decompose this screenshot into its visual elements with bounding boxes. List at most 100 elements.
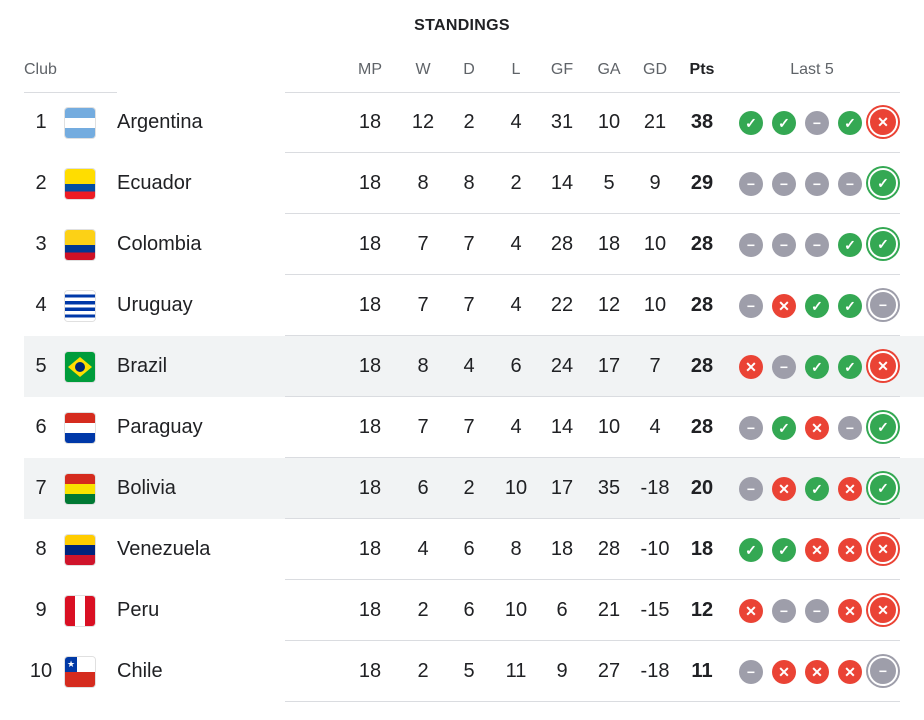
d-value: 6 (463, 599, 475, 621)
result-check-icon[interactable]: ✓ (772, 416, 796, 440)
club-name[interactable]: Ecuador (117, 172, 192, 194)
result-x-icon[interactable]: ✕ (838, 599, 862, 623)
gd-value: 10 (643, 233, 667, 255)
result-x-icon[interactable]: ✕ (739, 599, 763, 623)
divider (24, 92, 117, 93)
result-check-icon[interactable]: ✓ (772, 538, 796, 562)
result-minus-icon[interactable]: − (838, 416, 862, 440)
result-check-icon[interactable]: ✓ (868, 229, 898, 259)
result-x-icon[interactable]: ✕ (739, 355, 763, 379)
result-minus-icon[interactable]: − (739, 416, 763, 440)
result-minus-icon[interactable]: − (772, 599, 796, 623)
mp-value: 18 (358, 294, 382, 316)
result-minus-icon[interactable]: − (805, 172, 829, 196)
table-row[interactable]: 3 Colombia 18 7 7 4 28 18 10 28− − − ✓ ✓ (24, 214, 924, 275)
result-check-icon[interactable]: ✓ (838, 355, 862, 379)
club-name[interactable]: Uruguay (117, 294, 193, 316)
table-row[interactable]: 5 Brazil 18 8 4 6 24 17 7 28 ✕ − ✓ ✓ ✕ (24, 336, 924, 397)
divider (285, 152, 900, 153)
result-x-icon[interactable]: ✕ (805, 538, 829, 562)
club-name[interactable]: Paraguay (117, 416, 203, 438)
rank: 2 (35, 172, 47, 194)
club-name[interactable]: Chile (117, 660, 163, 682)
club-name[interactable]: Colombia (117, 233, 202, 255)
result-x-icon[interactable]: ✕ (838, 660, 862, 684)
club-name[interactable]: Peru (117, 599, 160, 621)
result-check-icon[interactable]: ✓ (772, 111, 796, 135)
mp-value: 18 (358, 416, 382, 438)
result-x-icon[interactable]: ✕ (805, 416, 829, 440)
table-row[interactable]: 9 Peru 18 2 6 10 6 21 -15 12 ✕ − − ✕ ✕ (24, 580, 924, 641)
gf-value: 9 (556, 660, 568, 682)
result-x-icon[interactable]: ✕ (838, 538, 862, 562)
result-check-icon[interactable]: ✓ (739, 111, 763, 135)
result-check-icon[interactable]: ✓ (805, 294, 829, 318)
result-minus-icon[interactable]: − (739, 233, 763, 257)
pts-value: 11 (691, 660, 713, 682)
result-minus-icon[interactable]: − (739, 172, 763, 196)
result-x-icon[interactable]: ✕ (838, 477, 862, 501)
club-name[interactable]: Bolivia (117, 477, 176, 499)
w-value: 4 (417, 538, 429, 560)
result-check-icon[interactable]: ✓ (805, 355, 829, 379)
divider (285, 640, 900, 641)
result-check-icon[interactable]: ✓ (838, 233, 862, 257)
result-x-icon[interactable]: ✕ (868, 534, 898, 564)
result-minus-icon[interactable]: − (739, 294, 763, 318)
pts-value: 28 (690, 294, 714, 316)
l-value: 4 (510, 111, 522, 133)
result-minus-icon[interactable]: − (772, 172, 796, 196)
result-x-icon[interactable]: ✕ (772, 477, 796, 501)
club-name[interactable]: Brazil (117, 355, 168, 377)
l-value: 6 (510, 355, 522, 377)
ga-value: 18 (597, 233, 621, 255)
header-gf: GF (550, 61, 574, 78)
result-x-icon[interactable]: ✕ (772, 660, 796, 684)
result-check-icon[interactable]: ✓ (838, 294, 862, 318)
result-check-icon[interactable]: ✓ (805, 477, 829, 501)
result-x-icon[interactable]: ✕ (805, 660, 829, 684)
result-x-icon[interactable]: ✕ (772, 294, 796, 318)
gd-value: 10 (643, 294, 667, 316)
result-minus-icon[interactable]: − (739, 660, 763, 684)
pts-value: 18 (690, 538, 714, 560)
result-check-icon[interactable]: ✓ (739, 538, 763, 562)
result-minus-icon[interactable]: − (868, 290, 898, 320)
result-minus-icon[interactable]: − (868, 656, 898, 686)
result-x-icon[interactable]: ✕ (868, 107, 898, 137)
table-row[interactable]: 1 Argentina 18 12 2 4 31 10 21 38 ✓ ✓ − ✓ ✕ (24, 92, 924, 153)
result-minus-icon[interactable]: − (838, 172, 862, 196)
result-check-icon[interactable]: ✓ (868, 473, 898, 503)
result-minus-icon[interactable]: − (805, 111, 829, 135)
mp-value: 18 (358, 599, 382, 621)
flag-bolivia-icon (65, 474, 95, 504)
result-minus-icon[interactable]: − (805, 233, 829, 257)
mp-value: 18 (358, 111, 382, 133)
gd-value: -15 (640, 599, 670, 621)
table-row[interactable]: 2 Ecuador 18 8 8 2 14 5 9 29− − − − ✓ (24, 153, 924, 214)
table-row[interactable]: 4 Uruguay 18 7 7 4 22 12 10 28− ✕ ✓ ✓ − (24, 275, 924, 336)
header-last5: Last 5 (790, 61, 834, 78)
divider (285, 701, 900, 702)
club-name[interactable]: Argentina (117, 111, 203, 133)
result-x-icon[interactable]: ✕ (868, 351, 898, 381)
table-row[interactable]: 8 Venezuela 18 4 6 8 18 28 -10 18 ✓ ✓ ✕ ✕ ✕ (24, 519, 924, 580)
club-name[interactable]: Venezuela (117, 538, 211, 560)
result-minus-icon[interactable]: − (739, 477, 763, 501)
result-check-icon[interactable]: ✓ (868, 168, 898, 198)
table-row[interactable]: 7 Bolivia 18 6 2 10 17 35 -18 20− ✕ ✓ ✕ ✓ (24, 458, 924, 519)
table-row[interactable]: 6 Paraguay 18 7 7 4 14 10 4 28− ✓ ✕ − ✓ (24, 397, 924, 458)
table-row[interactable]: 10 ★ Chile 18 2 5 11 9 27 -18 11− ✕ ✕ ✕ − (24, 641, 924, 702)
result-x-icon[interactable]: ✕ (868, 595, 898, 625)
gd-value: -18 (640, 477, 670, 499)
result-minus-icon[interactable]: − (772, 355, 796, 379)
ga-value: 27 (597, 660, 621, 682)
rank: 5 (35, 355, 47, 377)
w-value: 7 (417, 416, 429, 438)
result-minus-icon[interactable]: − (805, 599, 829, 623)
rank: 8 (35, 538, 47, 560)
result-check-icon[interactable]: ✓ (838, 111, 862, 135)
result-minus-icon[interactable]: − (772, 233, 796, 257)
mp-value: 18 (358, 172, 382, 194)
result-check-icon[interactable]: ✓ (868, 412, 898, 442)
